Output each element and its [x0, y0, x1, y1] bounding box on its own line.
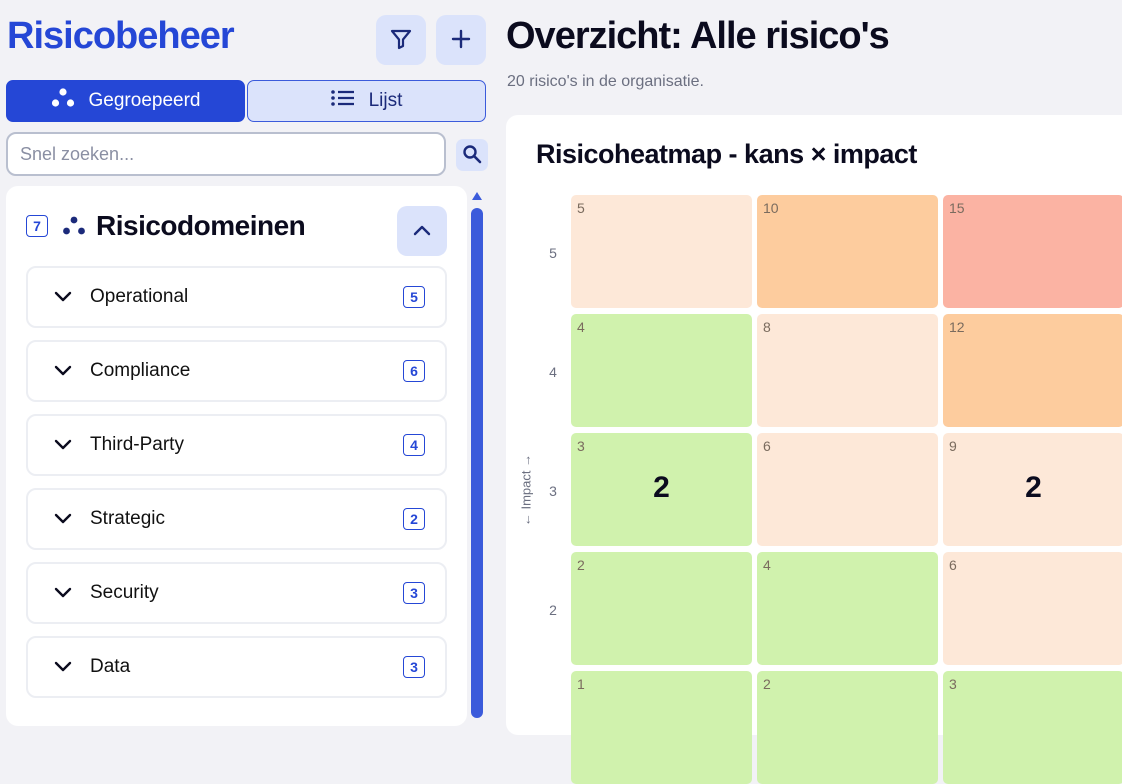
- chevron-down-icon: [54, 656, 76, 678]
- heatmap-cell[interactable]: 4: [571, 314, 752, 427]
- domains-panel: 7 Risicodomeinen Operational 5 Complianc…: [6, 186, 467, 726]
- heatmap-cell[interactable]: 12: [943, 314, 1122, 427]
- category-label: Strategic: [90, 508, 165, 529]
- page-subtitle: 20 risico's in de organisatie.: [507, 73, 704, 90]
- search-button[interactable]: [456, 139, 488, 171]
- heatmap-cell[interactable]: 6: [757, 433, 938, 546]
- domains-count-badge: 7: [26, 215, 48, 237]
- scroll-thumb[interactable]: [471, 208, 483, 718]
- sidebar-scrollbar[interactable]: [471, 192, 483, 718]
- domains-title: Risicodomeinen: [96, 210, 306, 241]
- domains-header: 7 Risicodomeinen: [26, 210, 306, 242]
- heatmap-cell[interactable]: 2: [757, 671, 938, 784]
- chevron-down-icon: [54, 582, 76, 604]
- y-axis-label: ← Impact →: [518, 453, 534, 527]
- impact-row-label: 5: [549, 245, 557, 261]
- grouped-view-label: Gegroepeerd: [88, 90, 201, 111]
- heatmap-cell[interactable]: 10: [757, 195, 938, 308]
- chevron-down-icon: [54, 508, 76, 530]
- impact-row-label: 3: [549, 483, 557, 499]
- category-third-party[interactable]: Third-Party 4: [26, 414, 447, 476]
- chevron-down-icon: [54, 360, 76, 382]
- impact-row-label: 2: [549, 602, 557, 618]
- app-title: Risicobeheer: [7, 15, 235, 57]
- plus-icon: [449, 27, 473, 54]
- category-label: Security: [90, 582, 159, 603]
- category-count-badge: 4: [403, 434, 425, 456]
- heatmap-cell[interactable]: 8: [757, 314, 938, 427]
- cell-score: 6: [763, 438, 771, 454]
- cell-risk-count: 2: [653, 471, 670, 504]
- search-icon: [462, 144, 482, 167]
- collapse-domains-button[interactable]: [397, 206, 447, 256]
- search-input[interactable]: [6, 132, 446, 176]
- chevron-up-icon: [413, 224, 431, 239]
- list-view-button[interactable]: Lijst: [247, 80, 486, 122]
- impact-row-label: 4: [549, 364, 557, 380]
- category-label: Data: [90, 656, 131, 677]
- cell-risk-count: 2: [1025, 471, 1042, 504]
- heatmap-title: Risicoheatmap - kans × impact: [536, 139, 917, 169]
- cell-score: 3: [949, 676, 957, 692]
- cell-score: 6: [949, 557, 957, 573]
- add-risk-button[interactable]: [436, 15, 486, 65]
- cell-score: 4: [763, 557, 771, 573]
- heatmap-cell[interactable]: 3: [943, 671, 1122, 784]
- filter-icon: [389, 27, 413, 54]
- category-label: Compliance: [90, 360, 191, 381]
- cell-score: 2: [577, 557, 585, 573]
- heatmap-cell[interactable]: 6: [943, 552, 1122, 665]
- cell-score: 1: [577, 676, 585, 692]
- category-strategic[interactable]: Strategic 2: [26, 488, 447, 550]
- cluster-icon: [51, 87, 75, 115]
- cell-score: 12: [949, 319, 965, 335]
- category-count-badge: 2: [403, 508, 425, 530]
- cell-score: 4: [577, 319, 585, 335]
- cell-score: 9: [949, 438, 957, 454]
- chevron-down-icon: [54, 286, 76, 308]
- category-compliance[interactable]: Compliance 6: [26, 340, 447, 402]
- chevron-down-icon: [54, 434, 76, 456]
- grouped-view-button[interactable]: Gegroepeerd: [6, 80, 245, 122]
- category-count-badge: 5: [403, 286, 425, 308]
- category-security[interactable]: Security 3: [26, 562, 447, 624]
- category-operational[interactable]: Operational 5: [26, 266, 447, 328]
- filter-button[interactable]: [376, 15, 426, 65]
- category-count-badge: 3: [403, 582, 425, 604]
- heatmap-cell[interactable]: 4: [757, 552, 938, 665]
- list-icon: [330, 89, 355, 113]
- category-label: Third-Party: [90, 434, 184, 455]
- category-count-badge: 6: [403, 360, 425, 382]
- cell-score: 2: [763, 676, 771, 692]
- list-view-label: Lijst: [368, 90, 403, 111]
- heatmap-cell[interactable]: 1: [571, 671, 752, 784]
- page-title: Overzicht: Alle risico's: [506, 15, 890, 57]
- scroll-up-arrow[interactable]: [472, 192, 482, 200]
- cell-score: 3: [577, 438, 585, 454]
- heatmap-card: Risicoheatmap - kans × impact ← Impact →…: [506, 115, 1122, 784]
- heatmap-cell[interactable]: 15: [943, 195, 1122, 308]
- cluster-icon: [62, 215, 86, 237]
- category-count-badge: 3: [403, 656, 425, 678]
- cell-score: 8: [763, 319, 771, 335]
- heatmap-cell[interactable]: 2: [571, 552, 752, 665]
- cell-score: 10: [763, 200, 779, 216]
- cell-score: 5: [577, 200, 585, 216]
- category-data[interactable]: Data 3: [26, 636, 447, 698]
- heatmap-cell[interactable]: 5: [571, 195, 752, 308]
- category-label: Operational: [90, 286, 189, 307]
- cell-score: 15: [949, 200, 965, 216]
